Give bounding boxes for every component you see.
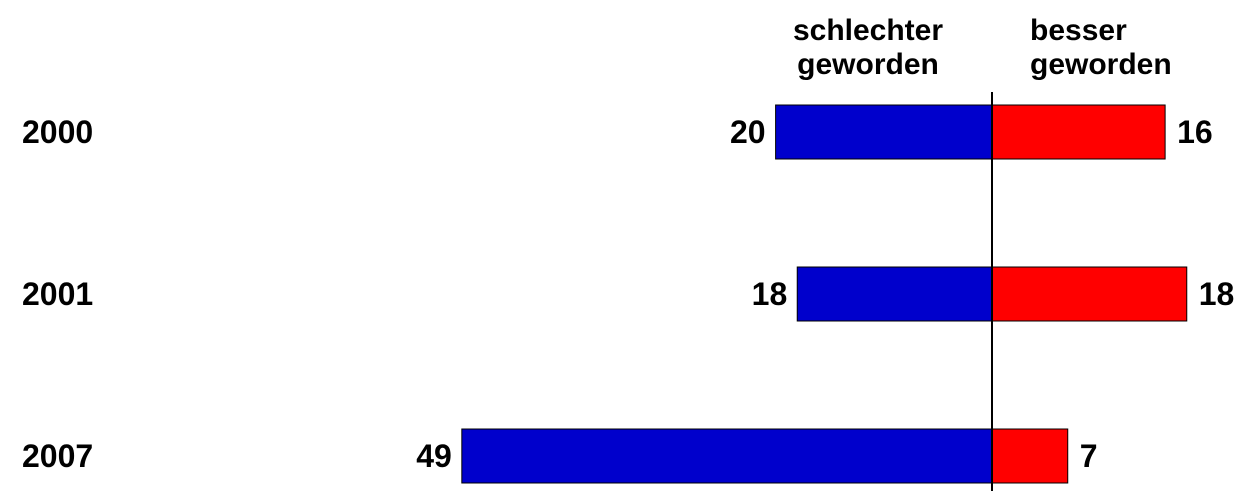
header-left-line-1: schlechter [793, 14, 943, 47]
header-right-line-1: besser [1030, 14, 1127, 47]
value-label-schlechter-2000: 20 [730, 114, 766, 150]
value-labels: 20 18 49 16 18 7 [416, 114, 1234, 474]
category-label-2001: 2001 [22, 276, 93, 312]
bar-besser-2007 [991, 428, 1069, 484]
category-labels: 2000 2001 2007 [22, 114, 93, 474]
value-label-besser-2001: 18 [1199, 276, 1235, 312]
bar-besser-2001 [991, 266, 1188, 322]
header-right-line-2: geworden [1030, 48, 1172, 81]
value-label-schlechter-2001: 18 [752, 276, 788, 312]
bars [461, 104, 1188, 484]
bar-schlechter-2000 [775, 104, 993, 160]
bar-schlechter-2001 [796, 266, 993, 322]
value-label-schlechter-2007: 49 [416, 438, 452, 474]
bar-besser-2000 [991, 104, 1166, 160]
header-left-line-2: geworden [797, 48, 939, 81]
value-label-besser-2007: 7 [1080, 438, 1098, 474]
value-label-besser-2000: 16 [1177, 114, 1213, 150]
bar-schlechter-2007 [461, 428, 993, 484]
category-label-2000: 2000 [22, 114, 93, 150]
category-label-2007: 2007 [22, 438, 93, 474]
